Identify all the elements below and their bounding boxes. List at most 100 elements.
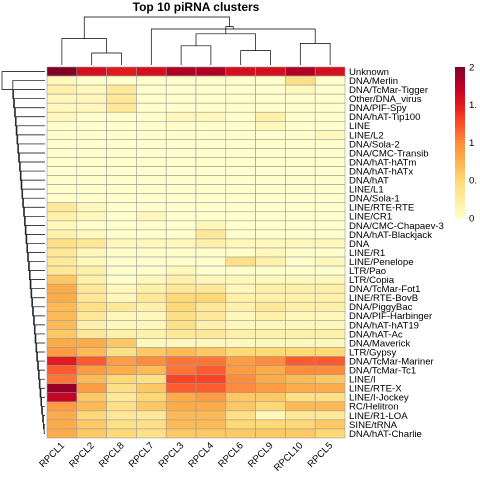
heatmap-cell [225,419,256,430]
heatmap-cell [285,401,316,412]
heatmap-cell [106,111,137,122]
heatmap-cell [314,102,346,113]
row-label: LINE [349,121,370,132]
heatmap-cell [136,202,167,213]
heatmap-cell [106,383,137,394]
heatmap-cell [46,428,78,439]
heatmap-cell [76,130,107,140]
heatmap-cell [106,66,137,77]
heatmap-cell [255,338,286,348]
heatmap-cell [225,311,256,321]
heatmap-cell [106,102,137,113]
heatmap-cell [165,320,197,330]
heatmap-cell [46,410,78,421]
heatmap-cell [76,211,107,222]
heatmap-cell [165,166,197,176]
heatmap-cell [46,311,78,321]
heatmap-cell [285,148,316,158]
heatmap-cell [76,102,107,113]
heatmap-cell [285,111,316,122]
legend-swatch [455,210,465,214]
heatmap-cell [106,166,137,176]
heatmap-cell [225,356,256,366]
heatmap-cell [165,111,197,122]
heatmap-cell [225,374,256,385]
heatmap-cell [165,148,197,158]
row-label: DNA/hAT-Charlie [349,429,422,440]
heatmap-cell [136,148,167,158]
heatmap-cell [76,66,107,77]
heatmap-cell [314,148,346,158]
legend-swatch [455,155,465,159]
heatmap-cell [165,157,197,167]
heatmap-cell [106,220,137,231]
heatmap-cell [46,292,78,303]
heatmap-cell [195,102,227,113]
legend-swatch [455,69,465,73]
legend-swatch [455,94,465,98]
heatmap-cell [285,84,316,95]
legend-swatch [455,150,465,154]
heatmap-cell [46,93,78,104]
heatmap-cell [225,347,256,357]
heatmap-cell [195,238,227,249]
heatmap-cell [255,75,286,86]
heatmap-cell [195,301,227,312]
heatmap-cell [46,202,78,213]
heatmap-cell [314,93,346,104]
legend-swatch [455,74,465,78]
heatmap-cell [255,365,286,375]
heatmap-cell [76,84,107,95]
legend-swatch [455,142,465,146]
dendrogram-branch [195,33,256,51]
heatmap-cell [106,148,137,158]
heatmap-cell [314,66,346,77]
row-label: DNA/Sola-1 [349,194,400,205]
column-label: RPCL8 [97,440,127,470]
heatmap-cell [46,184,78,194]
heatmap-cell [46,365,78,375]
heatmap-cell [225,84,256,95]
row-label: LTR/Gypsy [349,347,396,358]
heatmap-cell [165,356,197,366]
heatmap-cell [106,338,137,348]
heatmap-cell [165,383,197,394]
heatmap-cell [285,347,316,357]
legend-swatch [455,212,465,216]
heatmap-cell [46,130,78,140]
dendrogram-branch [150,28,316,65]
heatmap-cell [136,419,167,430]
heatmap-cell [46,338,78,348]
heatmap-cell [225,365,256,375]
heatmap-cell [195,401,227,412]
heatmap-cell [76,301,107,312]
legend-swatch [455,134,465,138]
heatmap-cell [106,356,137,366]
heatmap-cell [136,283,167,294]
heatmap-cell [46,238,78,249]
dendrogram-branch [240,50,271,65]
heatmap-cell [225,320,256,330]
heatmap-cell [136,184,167,194]
dendrogram-branch [42,405,45,423]
heatmap-cell [195,392,227,403]
heatmap-cell [76,365,107,375]
row-label: DNA/hAT-hAT19 [349,320,419,331]
heatmap-cell [195,338,227,348]
row-label: DNA/PiggyBac [349,302,413,313]
heatmap-cell [285,139,316,149]
heatmap-cell [314,365,346,375]
legend-swatch [455,187,465,191]
heatmap-cell [314,220,346,231]
heatmap-cell [46,247,78,258]
heatmap-cell [195,247,227,258]
heatmap-cell [76,256,107,267]
heatmap-cell [76,419,107,430]
heatmap-cell [285,410,316,421]
heatmap-cell [285,229,316,240]
heatmap-cell [255,220,286,231]
legend-swatch [455,129,465,133]
heatmap-cell [106,283,137,294]
heatmap-cell [195,256,227,267]
heatmap-cell [106,247,137,258]
